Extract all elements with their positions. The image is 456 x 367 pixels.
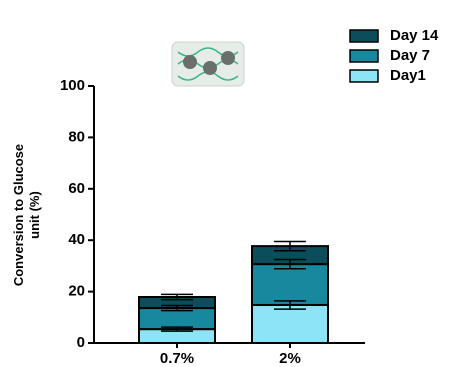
y-tick-label: 100: [60, 77, 85, 94]
legend-label: Day 14: [390, 27, 439, 44]
legend-label: Day1: [390, 67, 426, 84]
y-axis-label: Conversion to Glucoseunit (%): [11, 144, 42, 286]
y-tick-label: 0: [77, 334, 85, 351]
y-axis-label-line: unit (%): [27, 191, 42, 239]
y-tick-label: 20: [68, 283, 85, 300]
hydrogel-illustration: [172, 42, 244, 86]
legend-swatch: [350, 30, 378, 42]
chart: 0 20 40 60 80 100 Conversion to Glucoseunit (%…: [0, 0, 456, 367]
y-axis-label-line: Conversion to Glucose: [11, 144, 26, 286]
y-tick-label: 40: [68, 231, 85, 248]
x-tick-label: 0.7%: [160, 350, 194, 367]
y-tick-label: 80: [68, 128, 85, 145]
bar-segment: [252, 305, 328, 343]
y-tick-label: 60: [68, 180, 85, 197]
bar-segment: [252, 264, 328, 305]
x-tick-label: 2%: [279, 350, 301, 367]
legend-swatch: [350, 50, 378, 62]
legend-label: Day 7: [390, 47, 430, 64]
legend-swatch: [350, 70, 378, 82]
